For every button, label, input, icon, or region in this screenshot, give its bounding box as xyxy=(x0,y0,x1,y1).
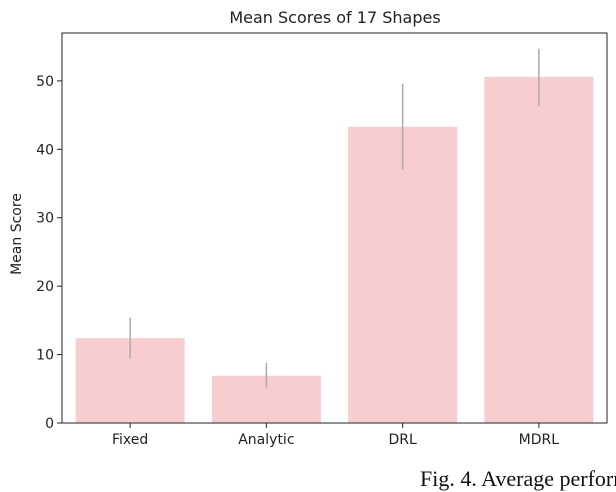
figure-caption: Fig. 4. Average performance of four comp… xyxy=(420,466,616,491)
x-tick-label: DRL xyxy=(388,432,417,448)
plot-area: 0 10 20 30 40 50 Fixed Analytic DRL MDRL xyxy=(36,48,594,448)
chart-title: Mean Scores of 17 Shapes xyxy=(229,8,440,27)
x-tick-label: Analytic xyxy=(238,432,294,448)
y-tick-label: 0 xyxy=(45,416,54,432)
y-tick-label: 10 xyxy=(36,348,54,364)
y-tick-label: 30 xyxy=(36,211,54,227)
y-tick-label: 50 xyxy=(36,74,54,90)
bar-drl xyxy=(348,126,458,423)
bar-mdrl xyxy=(484,76,594,423)
y-tick-label: 40 xyxy=(36,142,54,158)
y-axis-label: Mean Score xyxy=(9,193,25,275)
x-tick-label: Fixed xyxy=(112,432,148,448)
x-tick-label: MDRL xyxy=(519,432,560,448)
y-tick-label: 20 xyxy=(36,279,54,295)
plot-frame xyxy=(61,32,608,424)
